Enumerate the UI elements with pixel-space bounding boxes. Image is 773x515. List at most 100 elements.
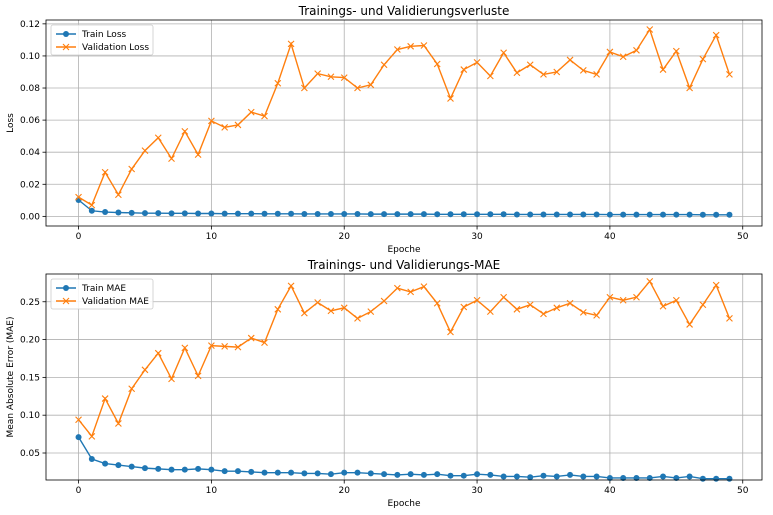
series-point [619,53,627,61]
series-point [221,210,228,217]
x-marker-stroke [606,48,614,56]
y-tick-label: 0.10 [20,411,40,421]
x-marker-stroke [154,134,162,142]
x-marker-stroke [633,46,640,54]
series-point [194,151,202,158]
x-marker-stroke [300,309,308,317]
x-marker-stroke [473,58,481,66]
x-marker-stroke [380,297,388,305]
series-point [208,210,215,217]
series-point [261,112,268,120]
y-tick-label: 0.20 [20,336,40,346]
legend-marker [62,43,70,51]
series-point [526,301,534,309]
series-point [620,474,627,481]
x-marker-stroke [699,301,707,309]
series-point [154,134,162,142]
series-point [487,211,494,218]
x-marker-stroke [115,191,122,199]
series-point [434,211,441,218]
x-marker-stroke [287,40,295,48]
series-point [181,127,189,135]
series-point [141,147,149,154]
x-marker-stroke [88,432,96,440]
series-point [274,79,282,87]
x-marker-stroke [579,66,587,74]
series-point [234,343,242,351]
x-marker-stroke [300,84,308,92]
x-marker-stroke [566,56,574,64]
x-marker-stroke [513,69,521,77]
series-point [300,309,308,317]
series-point [274,305,282,313]
series-point [380,297,388,305]
chart-panel-2: 0 10 20 30 40 50 0.05 0.10 0.15 0.20 0.25 Trainings… [6,258,763,509]
x-marker-stroke [274,305,282,313]
series-point [115,191,122,199]
series-point [447,328,454,336]
legend-label: Train Loss [81,30,127,40]
y-tick-label: 0.15 [20,373,40,383]
legend-marker [62,297,70,305]
series-point [513,69,521,77]
series-point [713,475,720,482]
series-point [88,201,96,209]
series-point [579,308,587,316]
series-point [88,207,95,214]
x-marker-stroke [540,310,547,318]
series-point [566,299,574,307]
series-point [261,469,268,476]
x-marker-stroke [234,121,242,129]
x-marker-stroke [234,343,242,351]
series-point [102,460,109,467]
x-marker-stroke [314,70,322,77]
series-point [659,66,667,73]
series-point [686,211,693,218]
x-tick-label: 10 [206,486,218,496]
x-marker-stroke [221,123,229,131]
chart-title: Trainings- und Validierungs-MAE [307,258,501,272]
x-marker-stroke [115,420,122,427]
series-point [540,211,547,218]
series-point [367,81,375,89]
series-point [314,210,321,217]
series-point [646,211,653,218]
series-point [181,210,188,217]
series-point [274,210,281,217]
series-point [513,211,520,218]
x-marker-stroke [154,349,162,357]
x-marker-stroke [726,70,733,78]
series-line-1 [77,436,730,480]
series-point [247,108,255,116]
series-point [102,209,109,216]
x-marker-stroke [247,108,255,116]
series-point [553,304,561,312]
x-marker-stroke [261,112,268,120]
series-point [672,47,680,55]
series-point [221,123,229,131]
series-point [128,385,136,393]
x-marker-stroke [181,344,189,352]
series-point [288,469,295,476]
series-point [341,210,348,217]
series-point [141,210,148,217]
series-point [620,211,627,218]
series-point [553,473,560,480]
x-marker-stroke [686,84,693,92]
x-marker-stroke [340,74,348,81]
series-point [486,308,494,315]
series-point [619,296,627,304]
axes-frame [45,273,763,481]
series-point [567,471,574,478]
chart-panel-1: 0 10 20 30 40 50 0.00 0.02 0.04 0.06 0.08 0.10 0.12 T… [6,4,763,255]
series-point [128,463,135,470]
series-point [128,165,136,173]
x-marker-stroke [407,288,415,296]
series-point [500,473,507,480]
series-point [699,211,706,218]
series-point [633,211,640,218]
series-point [686,473,693,480]
series-point [447,95,454,102]
series-point [247,334,255,342]
series-point [154,349,162,357]
